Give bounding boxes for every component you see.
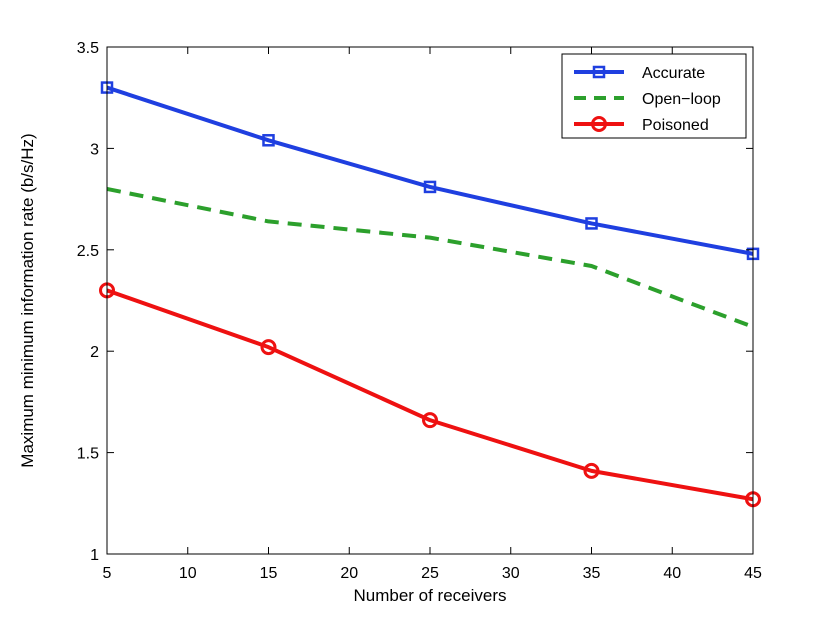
y-tick-label: 3 bbox=[90, 141, 99, 158]
data-point-poisoned bbox=[422, 412, 438, 429]
data-point-poisoned bbox=[583, 462, 600, 479]
x-tick-label: 25 bbox=[421, 565, 439, 582]
x-tick-label: 10 bbox=[179, 565, 197, 582]
data-point-poisoned bbox=[260, 339, 277, 356]
y-tick-label: 3.5 bbox=[77, 40, 99, 57]
y-axis-ticks: 1 1.5 2 2.5 3 3.5 bbox=[77, 40, 753, 564]
x-tick-label: 40 bbox=[663, 565, 681, 582]
y-tick-label: 1 bbox=[90, 547, 99, 564]
legend-label: Accurate bbox=[642, 65, 705, 82]
x-tick-label: 35 bbox=[583, 565, 601, 582]
legend-marker bbox=[592, 65, 606, 79]
series-line-accurate bbox=[106, 85, 754, 256]
series-open-loop bbox=[106, 186, 754, 329]
x-tick-label: 20 bbox=[340, 565, 358, 582]
data-point-accurate bbox=[585, 217, 598, 230]
legend-item-poisoned: Poisoned bbox=[574, 116, 709, 134]
data-point-accurate bbox=[423, 180, 437, 194]
x-tick-label: 30 bbox=[502, 565, 520, 582]
x-axis-label: Number of receivers bbox=[353, 586, 506, 605]
legend-item-accurate: Accurate bbox=[574, 65, 705, 82]
y-tick-label: 2 bbox=[90, 344, 99, 361]
x-axis-ticks: 5 10 15 20 25 30 35 40 45 bbox=[103, 47, 762, 582]
y-tick-label: 2.5 bbox=[77, 243, 99, 260]
y-tick-label: 1.5 bbox=[77, 446, 99, 463]
x-tick-label: 45 bbox=[744, 565, 762, 582]
series-line-open-loop bbox=[106, 186, 754, 329]
legend: Accurate Open−loop Poisoned bbox=[561, 53, 747, 139]
legend-label: Poisoned bbox=[642, 117, 709, 134]
x-tick-label: 15 bbox=[260, 565, 278, 582]
data-point-accurate bbox=[262, 134, 275, 147]
y-axis-label: Maximum minimum information rate (b/s/Hz… bbox=[18, 133, 37, 467]
series-line-poisoned bbox=[106, 288, 754, 502]
legend-item-open-loop: Open−loop bbox=[574, 91, 721, 108]
x-tick-label: 5 bbox=[103, 565, 112, 582]
legend-label: Open−loop bbox=[642, 91, 721, 108]
legend-marker bbox=[591, 116, 607, 132]
